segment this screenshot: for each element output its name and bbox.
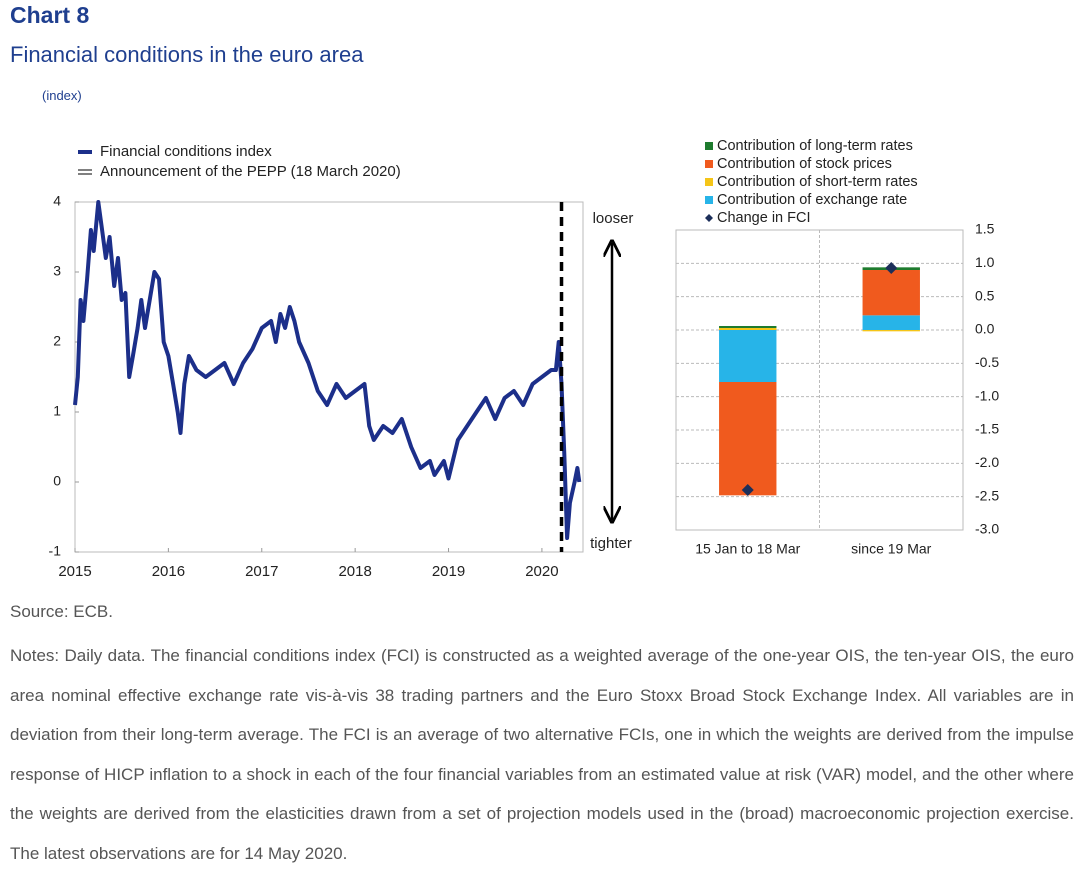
bar-segment: [719, 382, 777, 496]
y-tick-label: -3.0: [975, 521, 999, 537]
legend-label: Contribution of short-term rates: [717, 174, 918, 190]
plot-frame: [74, 201, 584, 553]
source: Source: ECB.: [10, 602, 113, 621]
y-tick-label: -1.5: [975, 421, 999, 437]
x-tick-label: 2017: [245, 563, 278, 580]
legend-label: Contribution of exchange rate: [717, 192, 907, 208]
legend-label: Financial conditions index: [100, 143, 272, 160]
y-tick-label: -0.5: [975, 354, 999, 370]
x-tick-label: 2020: [525, 563, 558, 580]
x-tick-label: 2016: [152, 563, 185, 580]
x-tick-label: 15 Jan to 18 Mar: [695, 541, 800, 557]
y-tick-label: 1: [53, 403, 61, 419]
annotation: looser: [593, 210, 634, 227]
y-tick-label: -2.0: [975, 454, 999, 470]
y-tick-label: 0.0: [975, 321, 995, 337]
y-tick-label: 1.0: [975, 254, 995, 270]
y-tick-label: 1.5: [975, 221, 995, 237]
x-tick-label: since 19 Mar: [851, 541, 931, 557]
unit-label: (index): [42, 88, 82, 103]
y-tick-label: 4: [53, 193, 61, 209]
y-tick-label: -2.5: [975, 487, 999, 503]
charts: -1 0 1 2 3 4 2015 2016 2017 2018 2019 2020 Financial…: [49, 138, 1000, 580]
bar-segment: [719, 328, 777, 330]
y-tick-label: 2: [53, 333, 61, 349]
notes: Notes: Daily data. The financial conditi…: [10, 646, 1074, 863]
bar-segment: [719, 330, 777, 382]
y-tick-label: 3: [53, 263, 61, 279]
y-tick-label: -1: [49, 543, 62, 559]
legend-swatch: [705, 142, 713, 150]
annotation: tighter: [590, 535, 632, 552]
legend-label: Contribution of stock prices: [717, 156, 892, 172]
chart-title: Financial conditions in the euro area: [10, 42, 364, 67]
fci-change-marker: [885, 262, 898, 274]
x-tick-label: 2015: [58, 563, 91, 580]
chart-label: Chart 8: [10, 2, 90, 28]
legend-swatch: [705, 178, 713, 186]
x-tick-label: 2018: [338, 563, 371, 580]
legend-label: Announcement of the PEPP (18 March 2020): [100, 163, 401, 180]
fci-change-marker: [741, 484, 754, 496]
bar-segment: [862, 315, 920, 330]
y-tick-label: -1.0: [975, 387, 999, 403]
fci-line: [73, 200, 582, 540]
legend-label: Contribution of long-term rates: [717, 138, 913, 154]
y-tick-label: 0: [53, 473, 61, 489]
bar-segment: [862, 270, 920, 316]
legend-label: Change in FCI: [717, 210, 811, 226]
x-tick-label: 2019: [432, 563, 465, 580]
bar-segment: [719, 326, 777, 328]
legend-swatch: [705, 214, 713, 222]
legend-swatch: [705, 196, 713, 204]
y-tick-label: 0.5: [975, 287, 995, 303]
bar-segment: [862, 330, 920, 332]
legend-swatch: [705, 160, 713, 168]
